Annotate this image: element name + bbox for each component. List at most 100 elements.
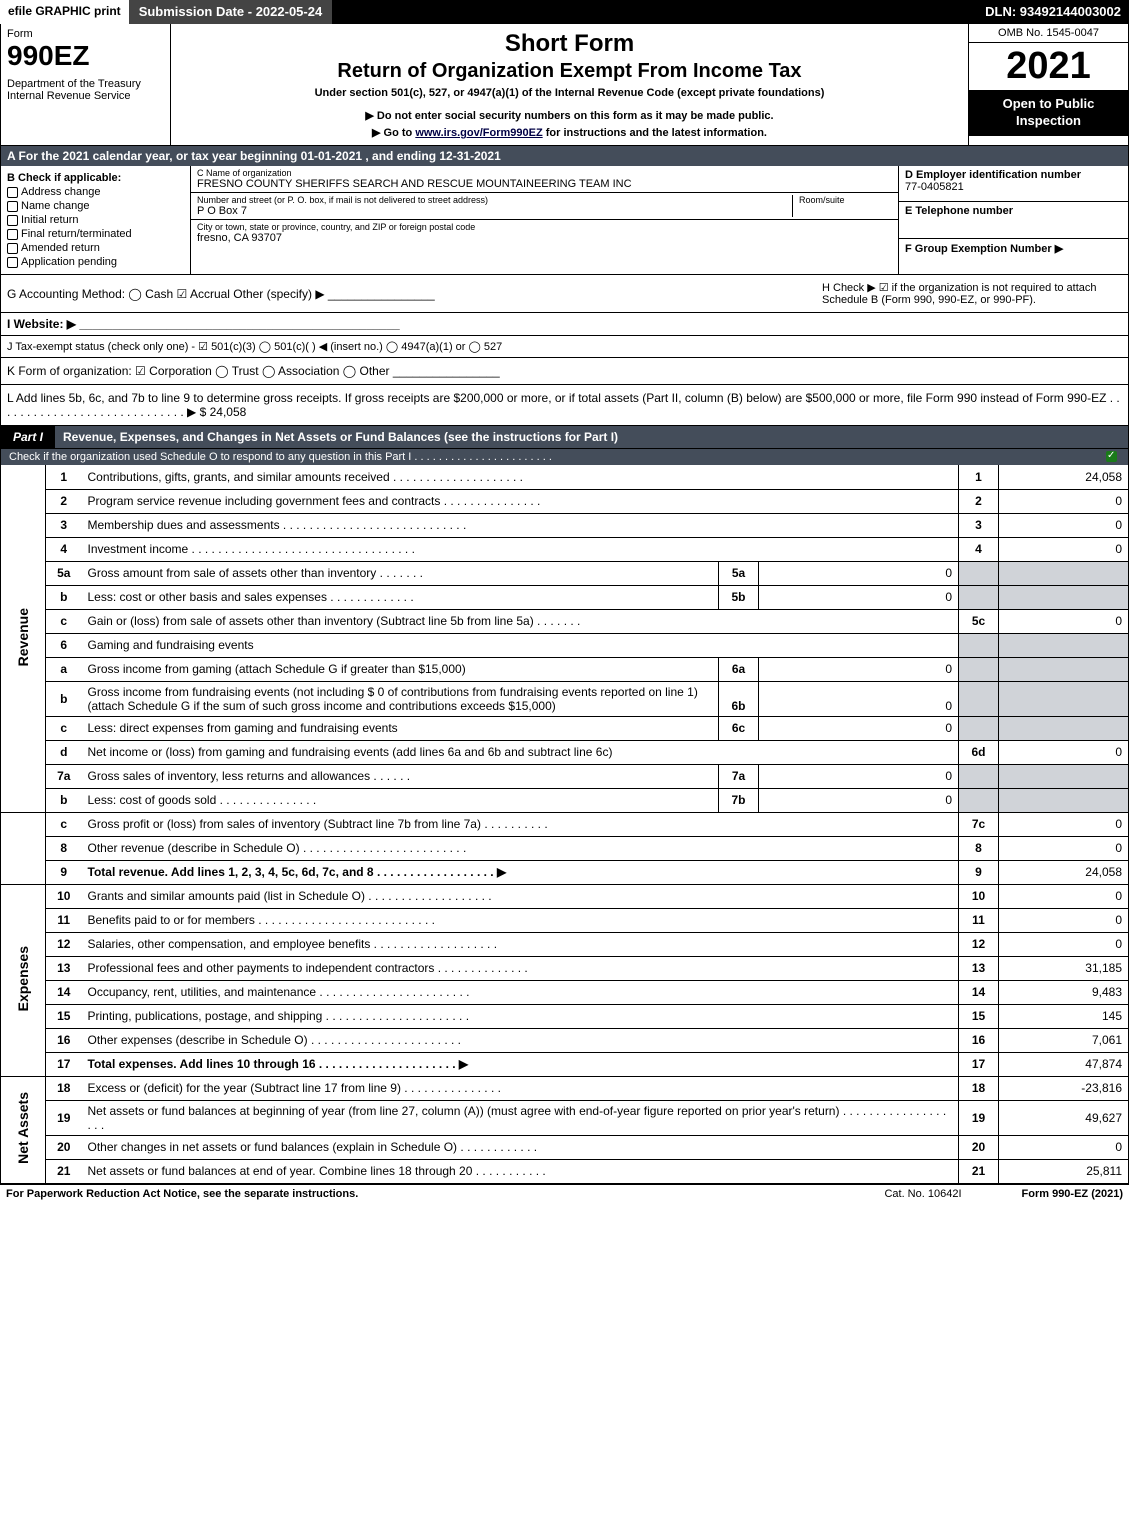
schedule-o-check[interactable] bbox=[1106, 451, 1117, 462]
city-value: fresno, CA 93707 bbox=[197, 232, 892, 244]
line-7c: cGross profit or (loss) from sales of in… bbox=[1, 812, 1129, 836]
section-a-period: A For the 2021 calendar year, or tax yea… bbox=[0, 146, 1129, 166]
netassets-vlabel: Net Assets bbox=[1, 1076, 46, 1183]
revenue-vlabel: Revenue bbox=[1, 465, 46, 812]
ein-value: 77-0405821 bbox=[905, 181, 1122, 193]
opt-application-pending[interactable]: Application pending bbox=[7, 256, 184, 268]
website-label: I Website: ▶ ___________________________… bbox=[7, 317, 400, 331]
section-b: B Check if applicable: Address change Na… bbox=[1, 166, 191, 274]
part1-sub-text: Check if the organization used Schedule … bbox=[9, 451, 552, 463]
section-d: D Employer identification number 77-0405… bbox=[899, 166, 1128, 202]
tax-year: 2021 bbox=[969, 43, 1128, 90]
org-name: FRESNO COUNTY SHERIFFS SEARCH AND RESCUE… bbox=[197, 178, 892, 190]
section-e: E Telephone number bbox=[899, 202, 1128, 238]
line-19: 19Net assets or fund balances at beginni… bbox=[1, 1100, 1129, 1135]
opt-initial-return[interactable]: Initial return bbox=[7, 214, 184, 226]
line-6b: bGross income from fundraising events (n… bbox=[1, 681, 1129, 716]
city-row: City or town, state or province, country… bbox=[191, 220, 898, 246]
instructions-link-row: ▶ Go to www.irs.gov/Form990EZ for instru… bbox=[181, 126, 958, 139]
note2-post: for instructions and the latest informat… bbox=[543, 127, 767, 139]
header-right: OMB No. 1545-0047 2021 Open to Public In… bbox=[968, 24, 1128, 145]
line-1: Revenue 1 Contributions, gifts, grants, … bbox=[1, 465, 1129, 489]
gross-receipts-note: L Add lines 5b, 6c, and 7b to line 9 to … bbox=[0, 385, 1129, 426]
ein-label: D Employer identification number bbox=[905, 169, 1122, 181]
efile-print-label[interactable]: efile GRAPHIC print bbox=[0, 0, 129, 24]
top-bar: efile GRAPHIC print Submission Date - 20… bbox=[0, 0, 1129, 24]
room-label: Room/suite bbox=[799, 195, 892, 205]
line-6: 6Gaming and fundraising events bbox=[1, 633, 1129, 657]
opt-address-change[interactable]: Address change bbox=[7, 186, 184, 198]
schedule-b-check: H Check ▶ ☑ if the organization is not r… bbox=[822, 281, 1122, 306]
line-10: Expenses 10Grants and similar amounts pa… bbox=[1, 884, 1129, 908]
omb-number: OMB No. 1545-0047 bbox=[969, 24, 1128, 43]
part1-subtitle: Check if the organization used Schedule … bbox=[0, 449, 1129, 465]
website-row: I Website: ▶ ___________________________… bbox=[0, 313, 1129, 336]
city-label: City or town, state or province, country… bbox=[197, 222, 892, 232]
expenses-vlabel: Expenses bbox=[1, 884, 46, 1076]
line-5a: 5aGross amount from sale of assets other… bbox=[1, 561, 1129, 585]
street-value: P O Box 7 bbox=[197, 205, 792, 217]
part1-tag: Part I bbox=[1, 426, 55, 448]
line-18: Net Assets 18Excess or (deficit) for the… bbox=[1, 1076, 1129, 1100]
form-number: 990EZ bbox=[7, 40, 164, 72]
street-row: Number and street (or P. O. box, if mail… bbox=[191, 193, 898, 220]
part1-title: Revenue, Expenses, and Changes in Net As… bbox=[55, 426, 1128, 448]
phone-label: E Telephone number bbox=[905, 205, 1122, 217]
line-4: 4Investment income . . . . . . . . . . .… bbox=[1, 537, 1129, 561]
header-left: Form 990EZ Department of the Treasury In… bbox=[1, 24, 171, 145]
section-c: C Name of organization FRESNO COUNTY SHE… bbox=[191, 166, 898, 274]
line-21: 21Net assets or fund balances at end of … bbox=[1, 1159, 1129, 1183]
short-form-title: Short Form bbox=[181, 30, 958, 58]
line-6a: aGross income from gaming (attach Schedu… bbox=[1, 657, 1129, 681]
paperwork-notice: For Paperwork Reduction Act Notice, see … bbox=[6, 1188, 358, 1200]
street-label: Number and street (or P. O. box, if mail… bbox=[197, 195, 792, 205]
line-5b: bLess: cost or other basis and sales exp… bbox=[1, 585, 1129, 609]
line-3: 3Membership dues and assessments . . . .… bbox=[1, 513, 1129, 537]
part1-header: Part I Revenue, Expenses, and Changes in… bbox=[0, 426, 1129, 449]
line-6d: dNet income or (loss) from gaming and fu… bbox=[1, 740, 1129, 764]
line-6c: cLess: direct expenses from gaming and f… bbox=[1, 716, 1129, 740]
line-13: 13Professional fees and other payments t… bbox=[1, 956, 1129, 980]
line-7a: 7aGross sales of inventory, less returns… bbox=[1, 764, 1129, 788]
section-b-title: B Check if applicable: bbox=[7, 172, 184, 184]
form-word: Form bbox=[7, 28, 164, 40]
line-17: 17Total expenses. Add lines 10 through 1… bbox=[1, 1052, 1129, 1076]
line-1-value: 24,058 bbox=[999, 465, 1129, 489]
line-8: 8Other revenue (describe in Schedule O) … bbox=[1, 836, 1129, 860]
section-f: F Group Exemption Number ▶ bbox=[899, 239, 1128, 274]
return-title: Return of Organization Exempt From Incom… bbox=[181, 60, 958, 83]
opt-amended-return[interactable]: Amended return bbox=[7, 242, 184, 254]
form-of-organization: K Form of organization: ☑ Corporation ◯ … bbox=[0, 358, 1129, 385]
line-9: 9Total revenue. Add lines 1, 2, 3, 4, 5c… bbox=[1, 860, 1129, 884]
section-def: D Employer identification number 77-0405… bbox=[898, 166, 1128, 274]
org-name-label: C Name of organization bbox=[197, 168, 892, 178]
line-5c: cGain or (loss) from sale of assets othe… bbox=[1, 609, 1129, 633]
line-12: 12Salaries, other compensation, and empl… bbox=[1, 932, 1129, 956]
header-subtitle: Under section 501(c), 527, or 4947(a)(1)… bbox=[181, 87, 958, 99]
accounting-method: G Accounting Method: ◯ Cash ☑ Accrual Ot… bbox=[7, 287, 822, 301]
dln-label: DLN: 93492144003002 bbox=[977, 0, 1129, 24]
form-header: Form 990EZ Department of the Treasury In… bbox=[0, 24, 1129, 146]
section-bcdef: B Check if applicable: Address change Na… bbox=[0, 166, 1129, 275]
cat-number: Cat. No. 10642I bbox=[884, 1188, 961, 1200]
group-exemption-label: F Group Exemption Number ▶ bbox=[905, 242, 1122, 255]
line-2: 2Program service revenue including gover… bbox=[1, 489, 1129, 513]
tax-exempt-status: J Tax-exempt status (check only one) - ☑… bbox=[0, 336, 1129, 358]
opt-final-return[interactable]: Final return/terminated bbox=[7, 228, 184, 240]
line-15: 15Printing, publications, postage, and s… bbox=[1, 1004, 1129, 1028]
note2-pre: ▶ Go to bbox=[372, 127, 415, 139]
line-7b: bLess: cost of goods sold . . . . . . . … bbox=[1, 788, 1129, 812]
line-11: 11Benefits paid to or for members . . . … bbox=[1, 908, 1129, 932]
header-center: Short Form Return of Organization Exempt… bbox=[171, 24, 968, 145]
line-16: 16Other expenses (describe in Schedule O… bbox=[1, 1028, 1129, 1052]
open-to-public: Open to Public Inspection bbox=[969, 90, 1128, 136]
line-14: 14Occupancy, rent, utilities, and mainte… bbox=[1, 980, 1129, 1004]
ssn-warning: ▶ Do not enter social security numbers o… bbox=[181, 109, 958, 122]
page-footer: For Paperwork Reduction Act Notice, see … bbox=[0, 1184, 1129, 1203]
submission-date-label: Submission Date - 2022-05-24 bbox=[129, 0, 333, 24]
irs-link[interactable]: www.irs.gov/Form990EZ bbox=[415, 127, 542, 139]
opt-name-change[interactable]: Name change bbox=[7, 200, 184, 212]
org-name-row: C Name of organization FRESNO COUNTY SHE… bbox=[191, 166, 898, 193]
form-ref: Form 990-EZ (2021) bbox=[1022, 1188, 1123, 1200]
row-gh: G Accounting Method: ◯ Cash ☑ Accrual Ot… bbox=[0, 275, 1129, 313]
